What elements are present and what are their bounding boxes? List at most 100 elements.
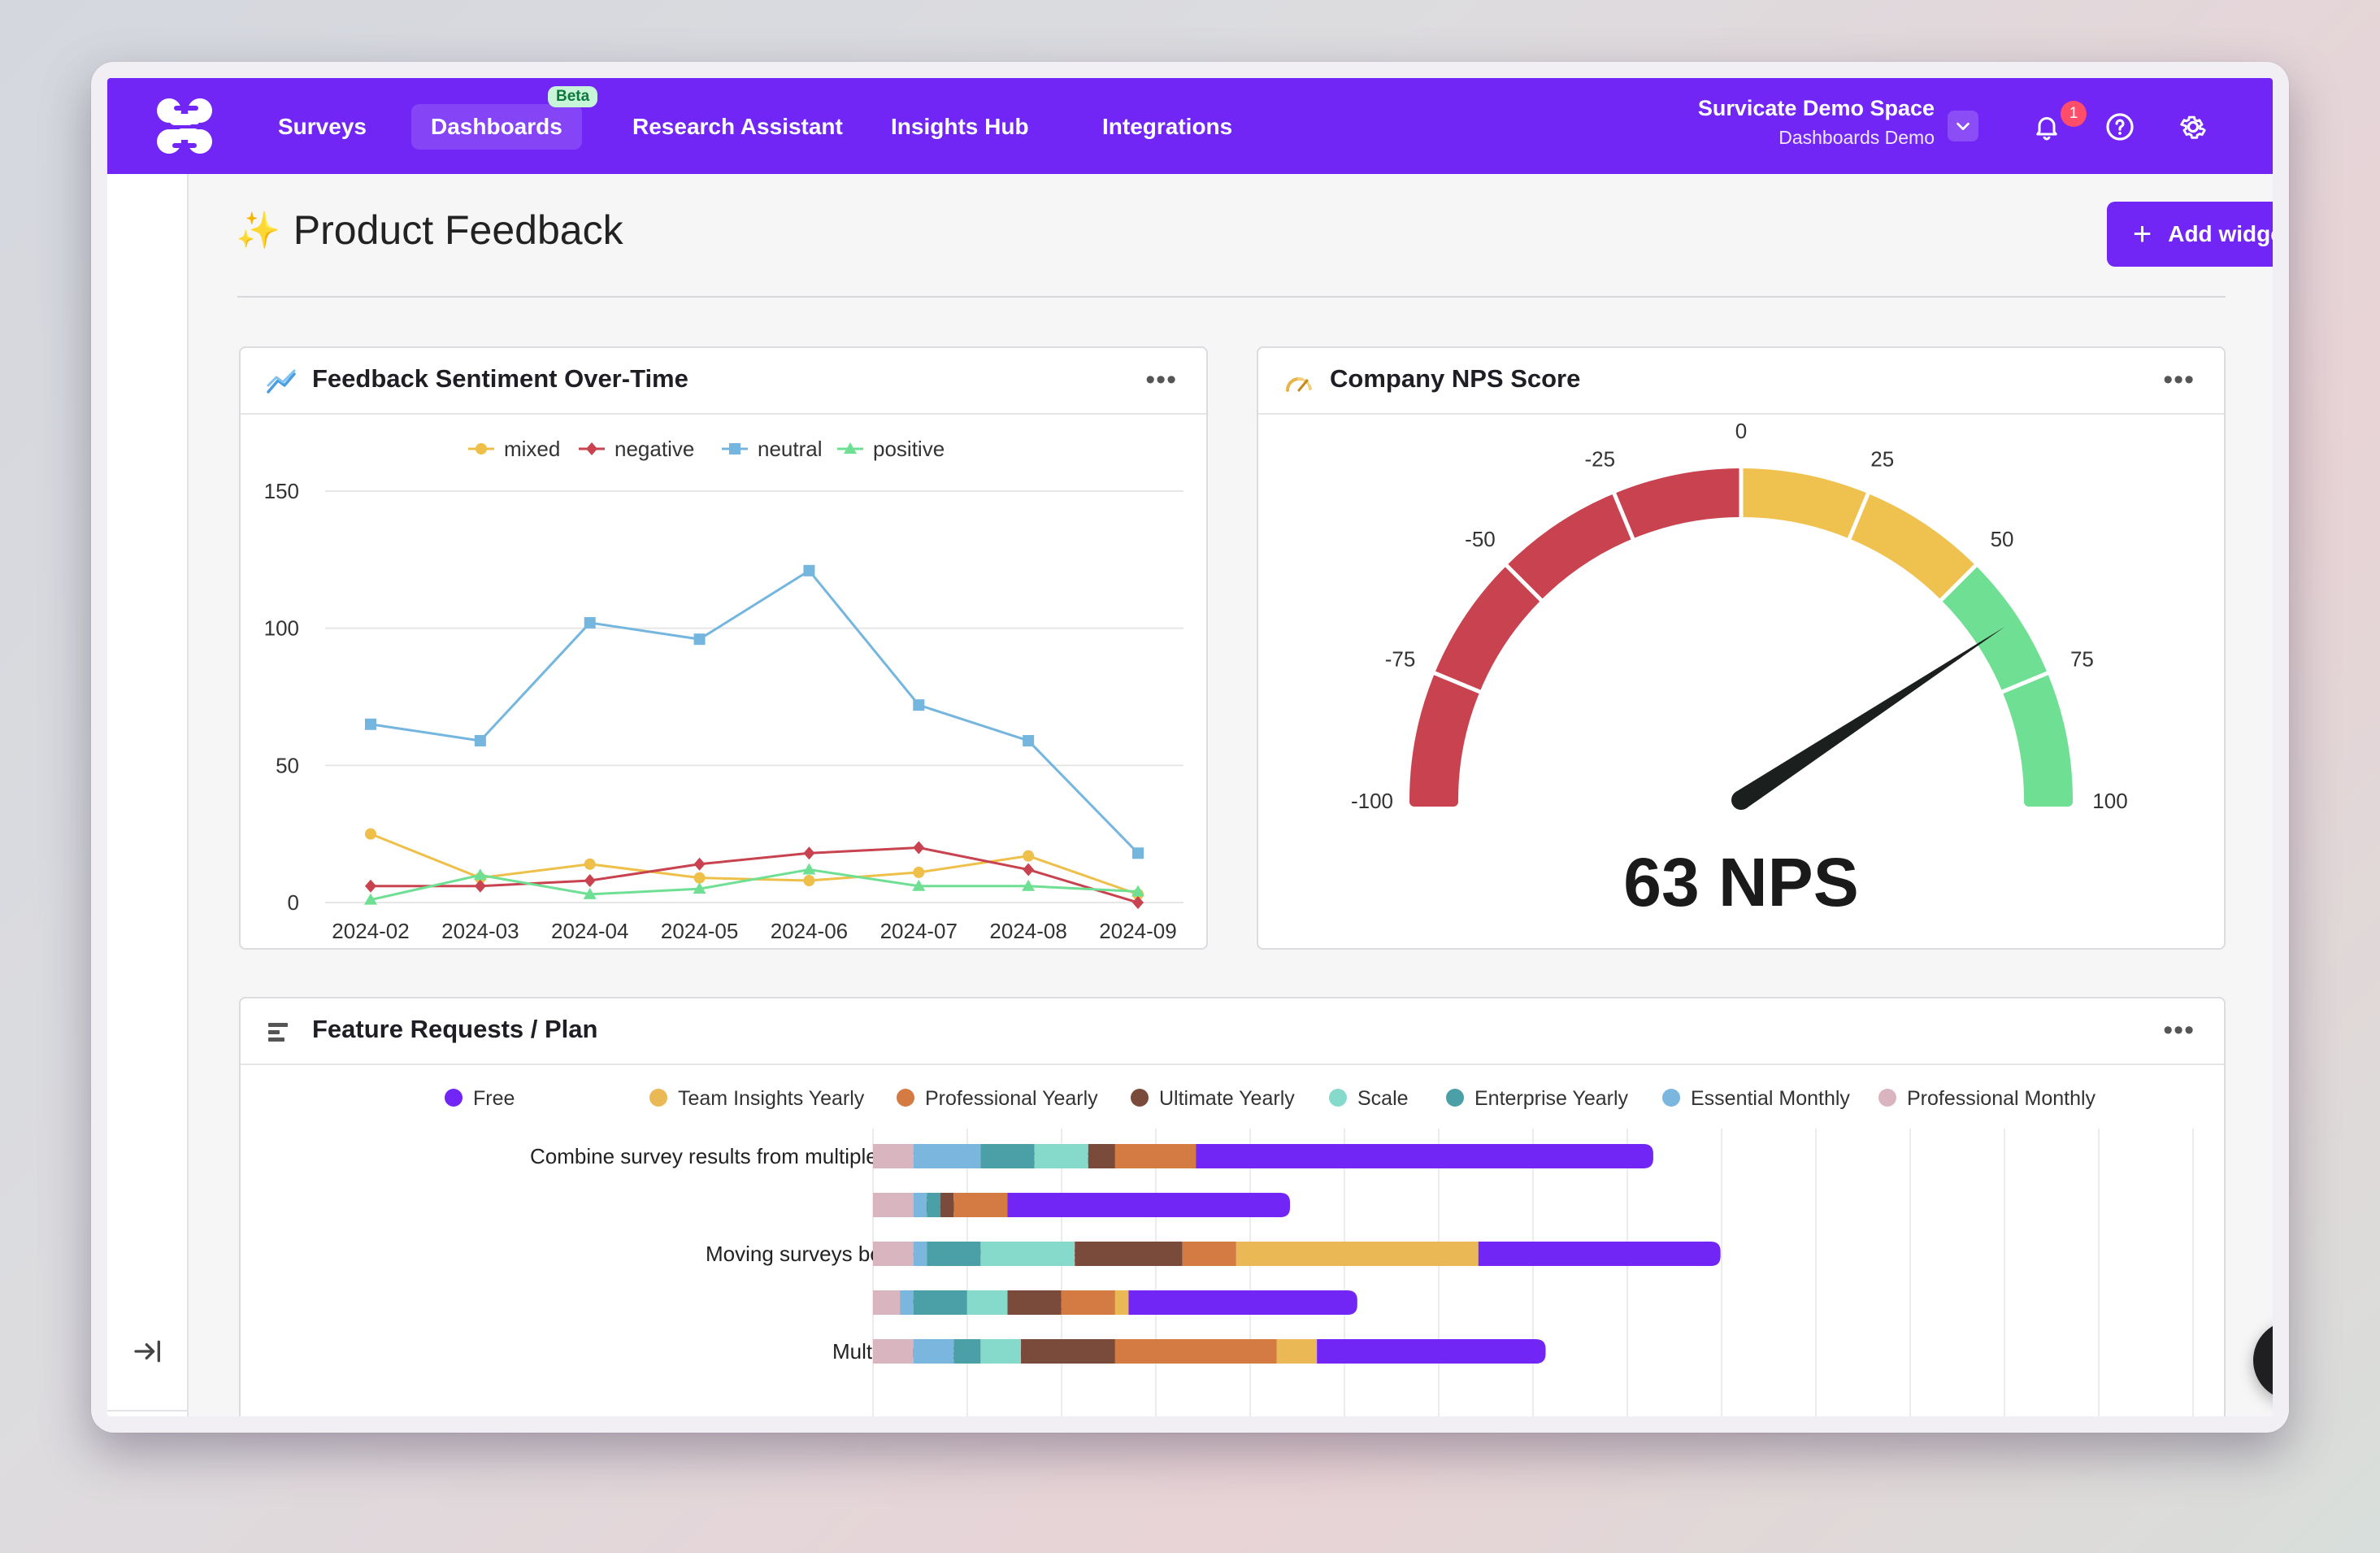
notification-count-badge: 1 (2061, 101, 2087, 127)
bar-row (873, 1193, 1291, 1217)
bar-chart-icon (268, 1023, 288, 1042)
bar-segment (1236, 1242, 1479, 1266)
beta-badge: Beta (548, 86, 598, 107)
workspace-dropdown-button[interactable] (1948, 111, 1978, 141)
data-point-neutral (365, 718, 376, 730)
settings-button[interactable] (2175, 109, 2211, 145)
bar-segment (913, 1193, 927, 1217)
legend-label: Enterprise Yearly (1474, 1087, 1629, 1110)
x-tick-label: 2024-08 (989, 919, 1066, 943)
bar-segment (1007, 1193, 1291, 1217)
help-button[interactable] (2102, 109, 2138, 145)
data-point-mixed (693, 872, 706, 884)
data-point-positive (583, 887, 597, 899)
bar-segment (927, 1242, 981, 1266)
workspace-subtitle: Dashboards Demo (1778, 127, 1935, 148)
legend-dot (1131, 1089, 1149, 1107)
bar-segment (953, 1193, 1008, 1217)
nav-research-assistant[interactable]: Research Assistant (632, 114, 843, 139)
bar-segment (1182, 1242, 1236, 1266)
add-widget-button[interactable]: + Add widget (2107, 202, 2273, 267)
help-circle-icon (2106, 113, 2134, 141)
data-point-positive (1022, 879, 1036, 891)
series-line-negative (371, 846, 1139, 904)
nps-widget-header: Company NPS Score ••• (1258, 348, 2224, 415)
gauge-tick-label: 100 (2092, 789, 2127, 813)
y-tick-label: 0 (288, 890, 299, 915)
bar-segment (913, 1290, 967, 1315)
expand-sidebar-icon[interactable] (132, 1335, 164, 1368)
bar-segment (873, 1144, 914, 1168)
notifications-button[interactable] (2029, 109, 2065, 145)
data-point-positive (364, 893, 377, 905)
gauge-tick-label: 25 (1870, 447, 1894, 472)
feature-requests-bar-chart: Free Team Insights Yearly Professional Yea… (445, 1087, 2194, 1416)
nps-widget-menu-button[interactable]: ••• (2163, 364, 2195, 395)
bar-segment (1061, 1290, 1115, 1315)
legend-dot (649, 1089, 667, 1107)
header-divider (237, 296, 2226, 298)
bar-segment (873, 1339, 914, 1364)
bar-segment (966, 1290, 1008, 1315)
sentiment-widget-menu-button[interactable]: ••• (1145, 364, 1177, 395)
gauge-needle-hub (1731, 790, 1751, 810)
nps-widget: Company NPS Score ••• -100 -75 -50 -25 0 25 50… (1257, 346, 2226, 950)
bar-segment (1088, 1144, 1115, 1168)
bar-segment (1196, 1144, 1653, 1168)
survicate-logo[interactable] (153, 96, 218, 158)
bar-row (873, 1144, 1653, 1168)
workspace-name[interactable]: Survicate Demo Space (1697, 96, 1935, 120)
nps-gauge-chart: -100 -75 -50 -25 0 25 50 75 100 63 NPS (1351, 419, 2128, 920)
data-point-negative (803, 846, 815, 860)
bar-segment (1114, 1144, 1197, 1168)
data-point-mixed (1023, 850, 1035, 862)
data-point-negative (1132, 896, 1144, 909)
feature-requests-widget-menu-button[interactable]: ••• (2163, 1015, 2195, 1046)
bar-row (873, 1290, 1357, 1315)
nav-integrations[interactable]: Integrations (1102, 114, 1233, 139)
app-window: Surveys Dashboards Beta Research Assista… (107, 78, 2273, 1416)
data-point-neutral (803, 564, 815, 576)
x-tick-label: 2024-09 (1099, 919, 1176, 943)
x-tick-label: 2024-07 (880, 919, 958, 943)
chat-support-button[interactable] (2253, 1320, 2273, 1400)
bar-segment (1007, 1290, 1062, 1315)
bar-segment (1478, 1242, 1721, 1266)
nav-surveys[interactable]: Surveys (278, 114, 367, 139)
bar-segment (1276, 1339, 1318, 1364)
data-point-mixed (803, 875, 815, 887)
bar-segment (980, 1144, 1035, 1168)
legend-label: Free (473, 1087, 515, 1110)
page-title: ✨ Product Feedback (236, 207, 623, 254)
data-point-neutral (474, 734, 486, 746)
gauge-tick-label: -75 (1385, 646, 1416, 671)
gauge-separator (1504, 563, 1544, 603)
gauge-tick-label: -100 (1351, 789, 1393, 813)
gauge-separator (1432, 670, 1483, 694)
sidebar-divider (107, 1410, 187, 1412)
legend-dot (1878, 1089, 1896, 1107)
gauge-tick-label: 0 (1735, 419, 1747, 443)
legend-label: Essential Monthly (1691, 1087, 1850, 1110)
gauge-tick-label: -25 (1584, 447, 1615, 472)
legend-label: Ultimate Yearly (1159, 1087, 1295, 1110)
data-point-negative (584, 874, 596, 888)
gauge-tick-label: 50 (1991, 527, 2014, 551)
legend-marker-positive (844, 442, 857, 454)
x-tick-label: 2024-02 (332, 919, 409, 943)
chevron-down-icon (1957, 122, 1970, 131)
legend-label: Team Insights Yearly (678, 1087, 865, 1110)
data-point-mixed (584, 858, 596, 870)
page-title-text: Product Feedback (293, 207, 623, 253)
data-point-negative (693, 857, 706, 871)
data-point-neutral (693, 633, 706, 646)
data-point-positive (693, 882, 706, 894)
legend-marker-negative (586, 442, 597, 455)
bar-segment (1114, 1339, 1277, 1364)
gauge-separator (1611, 491, 1635, 542)
bar-segment (1317, 1339, 1546, 1364)
bar-segment (953, 1339, 981, 1364)
bar-segment (1114, 1290, 1129, 1315)
nav-insights-hub[interactable]: Insights Hub (891, 114, 1029, 139)
nav-dashboards[interactable]: Dashboards (411, 104, 582, 150)
